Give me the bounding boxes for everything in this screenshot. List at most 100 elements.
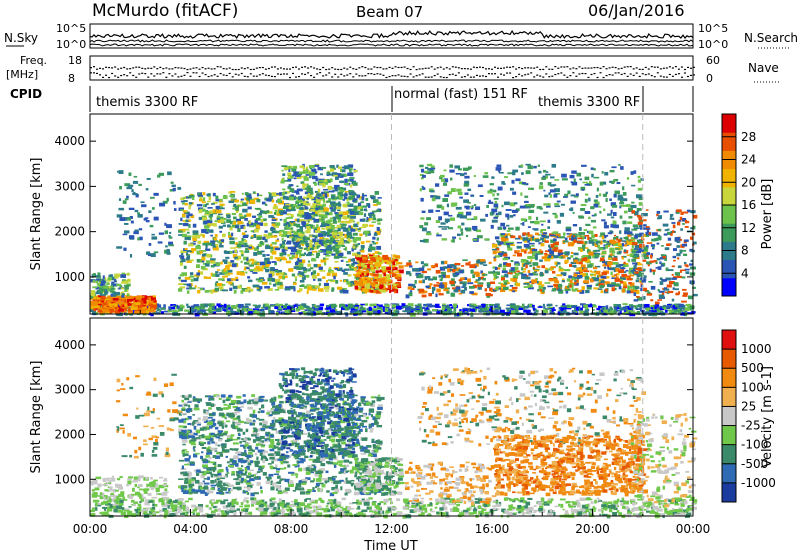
- range-cell: [457, 213, 463, 218]
- freq-mark: [385, 68, 388, 70]
- power-data-layer: [90, 163, 698, 317]
- range-cell: [576, 306, 579, 311]
- range-cell: [178, 307, 183, 312]
- range-cell: [107, 305, 111, 308]
- range-cell: [421, 227, 427, 232]
- range-cell: [312, 181, 317, 184]
- range-cell: [250, 236, 254, 239]
- range-cell: [600, 275, 607, 279]
- range-cell: [354, 281, 360, 285]
- range-cell: [98, 280, 102, 285]
- range-cell: [325, 255, 331, 257]
- range-cell: [534, 220, 540, 225]
- nave-mark: [240, 72, 243, 75]
- range-cell: [280, 256, 286, 261]
- range-cell: [653, 304, 656, 309]
- freq-mark: [623, 66, 626, 68]
- range-cell: [527, 165, 533, 170]
- range-cell: [318, 239, 325, 244]
- range-cell: [543, 306, 546, 309]
- range-cell: [436, 232, 439, 235]
- freq-mark: [626, 66, 629, 68]
- range-cell: [184, 237, 191, 240]
- freq-mark: [292, 66, 295, 69]
- range-cell: [518, 272, 524, 275]
- range-cell: [622, 306, 628, 310]
- range-cell: [677, 307, 682, 309]
- nave-mark: [219, 72, 222, 75]
- range-cell: [335, 204, 341, 206]
- range-cell: [311, 257, 316, 261]
- range-cell: [499, 233, 502, 237]
- freq-mark: [599, 67, 602, 69]
- range-cell: [579, 235, 585, 239]
- range-cell: [336, 216, 342, 220]
- range-cell: [598, 193, 602, 197]
- range-cell: [268, 215, 274, 218]
- range-cell: [638, 202, 643, 206]
- range-cell: [555, 263, 558, 267]
- range-cell: [126, 186, 133, 190]
- range-cell: [226, 264, 232, 267]
- nave-mark: [497, 76, 500, 78]
- range-cell: [340, 187, 347, 191]
- range-cell: [312, 250, 318, 253]
- range-cell: [234, 224, 240, 228]
- nsearch-tick-high: 10^5: [698, 22, 728, 35]
- range-cell: [585, 223, 591, 226]
- range-cell: [131, 189, 134, 193]
- range-cell: [396, 285, 401, 287]
- range-cell: [208, 215, 213, 218]
- range-cell: [181, 202, 185, 205]
- freq-mark: [445, 67, 448, 69]
- range-cell: [283, 239, 286, 242]
- range-cell: [183, 200, 188, 203]
- range-cell: [313, 308, 319, 311]
- range-cell: [607, 283, 612, 287]
- range-cell: [212, 311, 217, 314]
- range-cell: [536, 206, 542, 209]
- range-cell: [177, 283, 184, 286]
- range-cell: [485, 292, 491, 296]
- nave-mark: [198, 75, 201, 78]
- range-cell: [582, 281, 588, 283]
- range-cell: [319, 270, 326, 272]
- range-cell: [321, 199, 324, 201]
- range-cell: [235, 276, 239, 280]
- range-cell: [609, 307, 613, 311]
- range-cell: [452, 236, 457, 239]
- range-cell: [499, 309, 505, 313]
- freq-mark: [569, 68, 572, 70]
- range-cell: [337, 252, 344, 257]
- range-cell: [124, 303, 129, 307]
- range-cell: [173, 208, 177, 211]
- range-cell: [394, 271, 400, 274]
- range-cell: [620, 280, 624, 284]
- range-cell: [475, 229, 482, 233]
- range-cell: [99, 279, 102, 283]
- range-cell: [509, 285, 514, 287]
- range-cell: [134, 310, 137, 314]
- range-cell: [99, 294, 106, 296]
- range-cell: [286, 236, 291, 239]
- range-cell: [179, 286, 186, 289]
- range-cell: [199, 271, 204, 275]
- range-cell: [457, 211, 464, 216]
- range-cell: [506, 230, 511, 232]
- nave-mark: [439, 76, 442, 78]
- range-cell: [215, 308, 222, 313]
- range-cell: [342, 289, 349, 294]
- range-cell: [243, 268, 247, 271]
- freq-mark: [198, 68, 201, 70]
- range-cell: [298, 171, 304, 174]
- range-cell: [257, 262, 260, 265]
- range-cell: [373, 261, 379, 264]
- range-cell: [326, 272, 331, 276]
- range-cell: [522, 221, 525, 226]
- range-cell: [418, 288, 425, 293]
- range-cell: [388, 269, 393, 272]
- range-cell: [376, 245, 382, 250]
- range-cell: [623, 261, 626, 265]
- range-cell: [611, 204, 618, 208]
- range-cell: [470, 194, 474, 197]
